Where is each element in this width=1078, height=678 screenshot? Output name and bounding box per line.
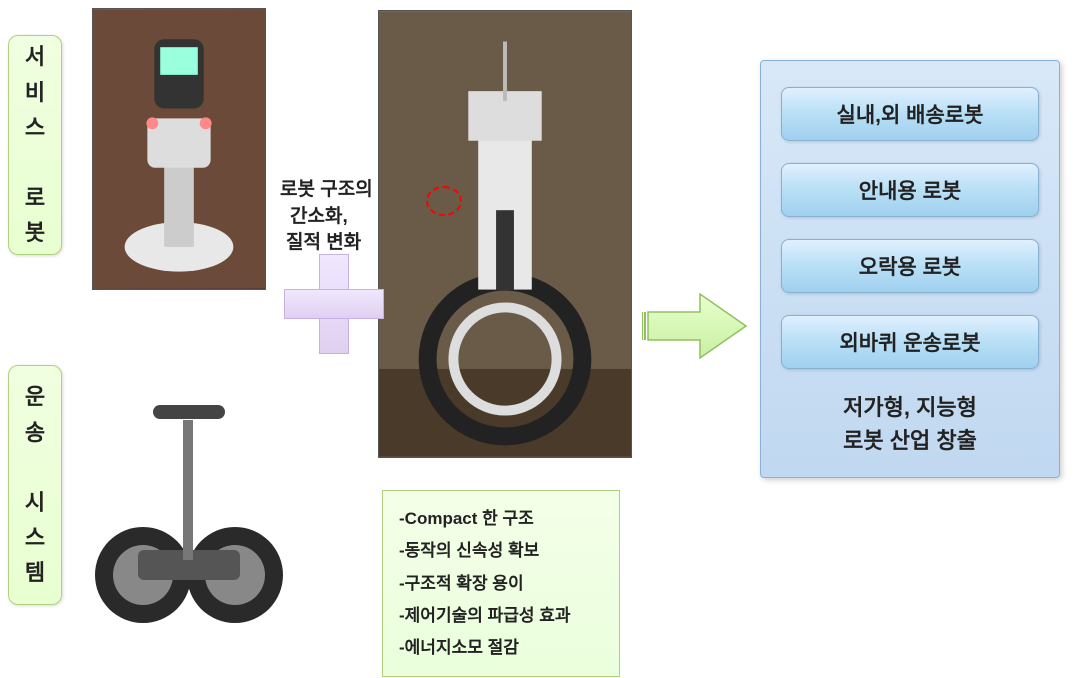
label-service-robot-text: 서비스 로봇 <box>25 39 45 250</box>
service-robot-icon <box>93 9 265 289</box>
output-item-delivery-label: 실내,외 배송로봇 <box>837 104 984 127</box>
plus-caption-line2: 간소화, <box>280 204 373 231</box>
output-caption-line1: 저가형, 지능형 <box>781 391 1039 424</box>
output-item-entertainment: 오락용 로봇 <box>781 239 1039 293</box>
output-panel: 실내,외 배송로봇 안내용 로봇 오락용 로봇 외바퀴 운송로봇 저가형, 지능… <box>760 60 1060 478</box>
feature-item-4: -제어기술의 파급성 효과 <box>399 600 603 632</box>
output-item-delivery: 실내,외 배송로봇 <box>781 87 1039 141</box>
plus-icon <box>284 254 384 354</box>
plus-caption-line3: 질적 변화 <box>280 230 373 257</box>
output-item-entertainment-label: 오락용 로봇 <box>859 256 961 279</box>
photo-service-robot <box>92 8 266 290</box>
output-caption-line2: 로봇 산업 창출 <box>781 424 1039 457</box>
features-box: -Compact 한 구조 -동작의 신속성 확보 -구조적 확장 용이 -제어… <box>382 490 620 677</box>
output-item-unicycle: 외바퀴 운송로봇 <box>781 315 1039 369</box>
feature-item-3: -구조적 확장 용이 <box>399 568 603 600</box>
label-transport-system: 운송 시스템 <box>8 365 62 605</box>
output-item-guide-label: 안내용 로봇 <box>859 180 961 203</box>
feature-item-5: -에너지소모 절감 <box>399 632 603 664</box>
segway-icon <box>83 360 295 635</box>
highlight-circle-icon <box>426 186 462 216</box>
feature-item-2: -동작의 신속성 확보 <box>399 535 603 567</box>
output-item-unicycle-label: 외바퀴 운송로봇 <box>839 332 980 355</box>
label-service-robot: 서비스 로봇 <box>8 35 62 255</box>
output-caption: 저가형, 지능형 로봇 산업 창출 <box>781 391 1039 457</box>
feature-item-1: -Compact 한 구조 <box>399 503 603 535</box>
photo-unicycle-robot <box>378 10 632 458</box>
photo-segway <box>83 360 295 635</box>
arrow-right-icon <box>642 288 752 364</box>
unicycle-robot-icon <box>379 11 631 457</box>
plus-caption-line1: 로봇 구조의 <box>280 177 373 204</box>
label-transport-system-text: 운송 시스템 <box>25 379 45 590</box>
output-item-guide: 안내용 로봇 <box>781 163 1039 217</box>
plus-caption: 로봇 구조의 간소화, 질적 변화 <box>280 177 373 257</box>
